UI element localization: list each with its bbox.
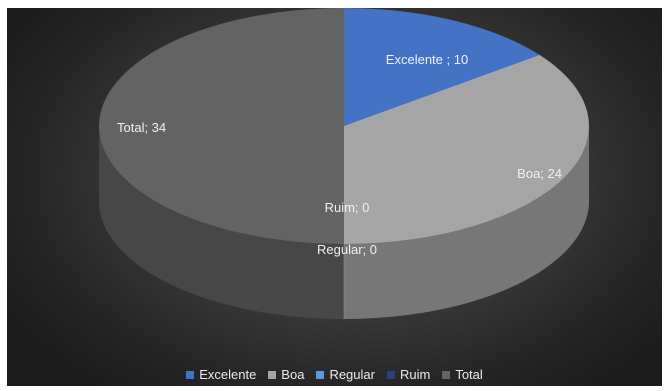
pie-slice-boa [344, 54, 589, 244]
legend-label-ruim: Ruim [399, 367, 431, 382]
data-label-regular: Regular; 0 [317, 242, 377, 257]
legend-swatch-total [442, 370, 451, 379]
legend-item-regular: Regular [316, 367, 375, 382]
legend-swatch-ruim [386, 370, 395, 379]
data-label-boa: Boa; 24 [517, 166, 562, 181]
legend-label-excelente: Excelente [199, 367, 257, 382]
legend-swatch-regular [316, 370, 325, 379]
pie-slice-excelente [344, 8, 540, 126]
legend-swatch-boa [268, 370, 277, 379]
legend-item-excelente: Excelente [186, 367, 256, 382]
legend-label-boa: Boa [281, 367, 305, 382]
legend-item-total: Total [442, 367, 483, 382]
legend-label-regular: Regular [329, 367, 375, 382]
pie-side-boa [344, 126, 589, 319]
pie-side-total [99, 126, 344, 319]
pie-slice-total [99, 8, 344, 244]
pie-side-layer [99, 126, 589, 319]
legend-label-total: Total [455, 367, 483, 382]
pie-top-layer [99, 8, 589, 244]
data-label-total: Total; 34 [117, 120, 166, 135]
legend-item-boa: Boa [268, 367, 304, 382]
data-label-excelente: Excelente ; 10 [386, 52, 468, 67]
data-label-ruim: Ruim; 0 [325, 200, 370, 215]
legend-item-ruim: Ruim [386, 367, 431, 382]
data-label-layer: Excelente ; 10 Boa; 24 Regular; 0 Ruim; 0 To… [117, 52, 562, 257]
pie-chart: Excelente ; 10 Boa; 24 Regular; 0 Ruim; 0 To… [99, 8, 589, 319]
plot-area: Excelente ; 10 Boa; 24 Regular; 0 Ruim; 0 To… [7, 8, 662, 386]
legend-swatch-excelente [186, 370, 195, 379]
legend: Excelente Boa Regular Ruim Total [7, 367, 662, 382]
